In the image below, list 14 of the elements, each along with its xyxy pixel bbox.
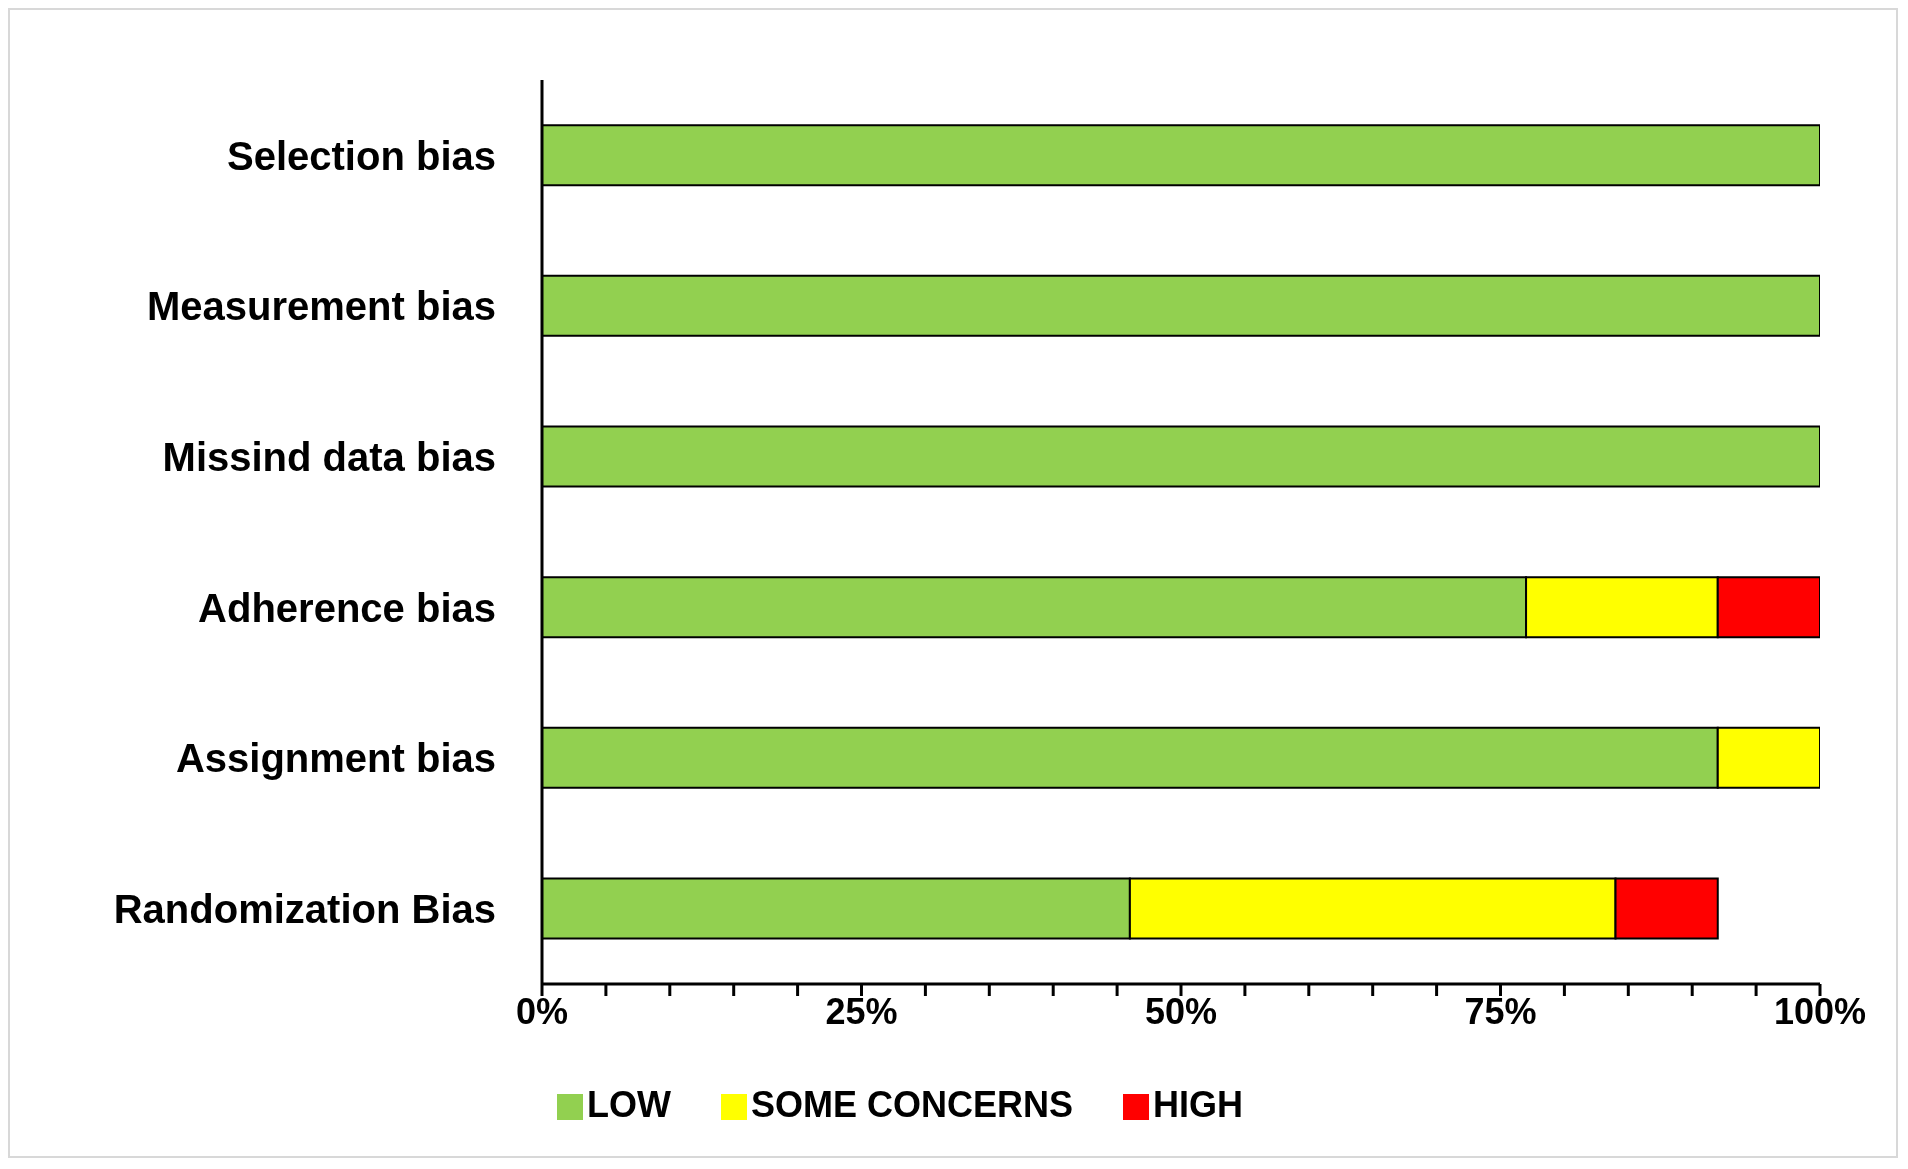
y-tick-label: Adherence bias [198, 585, 496, 630]
x-tick-label: 50% [1144, 990, 1218, 1032]
y-tick-label: Selection bias [227, 133, 496, 178]
legend-label: LOW [586, 1084, 671, 1125]
x-tick-label: 100% [1773, 990, 1867, 1032]
y-tick-label: Assignment bias [175, 736, 496, 781]
y-tick-label: Missind data bias [162, 434, 496, 479]
y-tick-label: Measurement bias [146, 284, 496, 329]
x-tick-label: 25% [825, 990, 898, 1032]
x-tick-label: 0% [515, 990, 569, 1032]
legend-label: HIGH [1153, 1084, 1243, 1125]
y-tick-label: Randomization Bias [113, 886, 496, 931]
x-tick-label: 75% [1464, 990, 1537, 1032]
legend-label: SOME CONCERNS [750, 1084, 1073, 1125]
